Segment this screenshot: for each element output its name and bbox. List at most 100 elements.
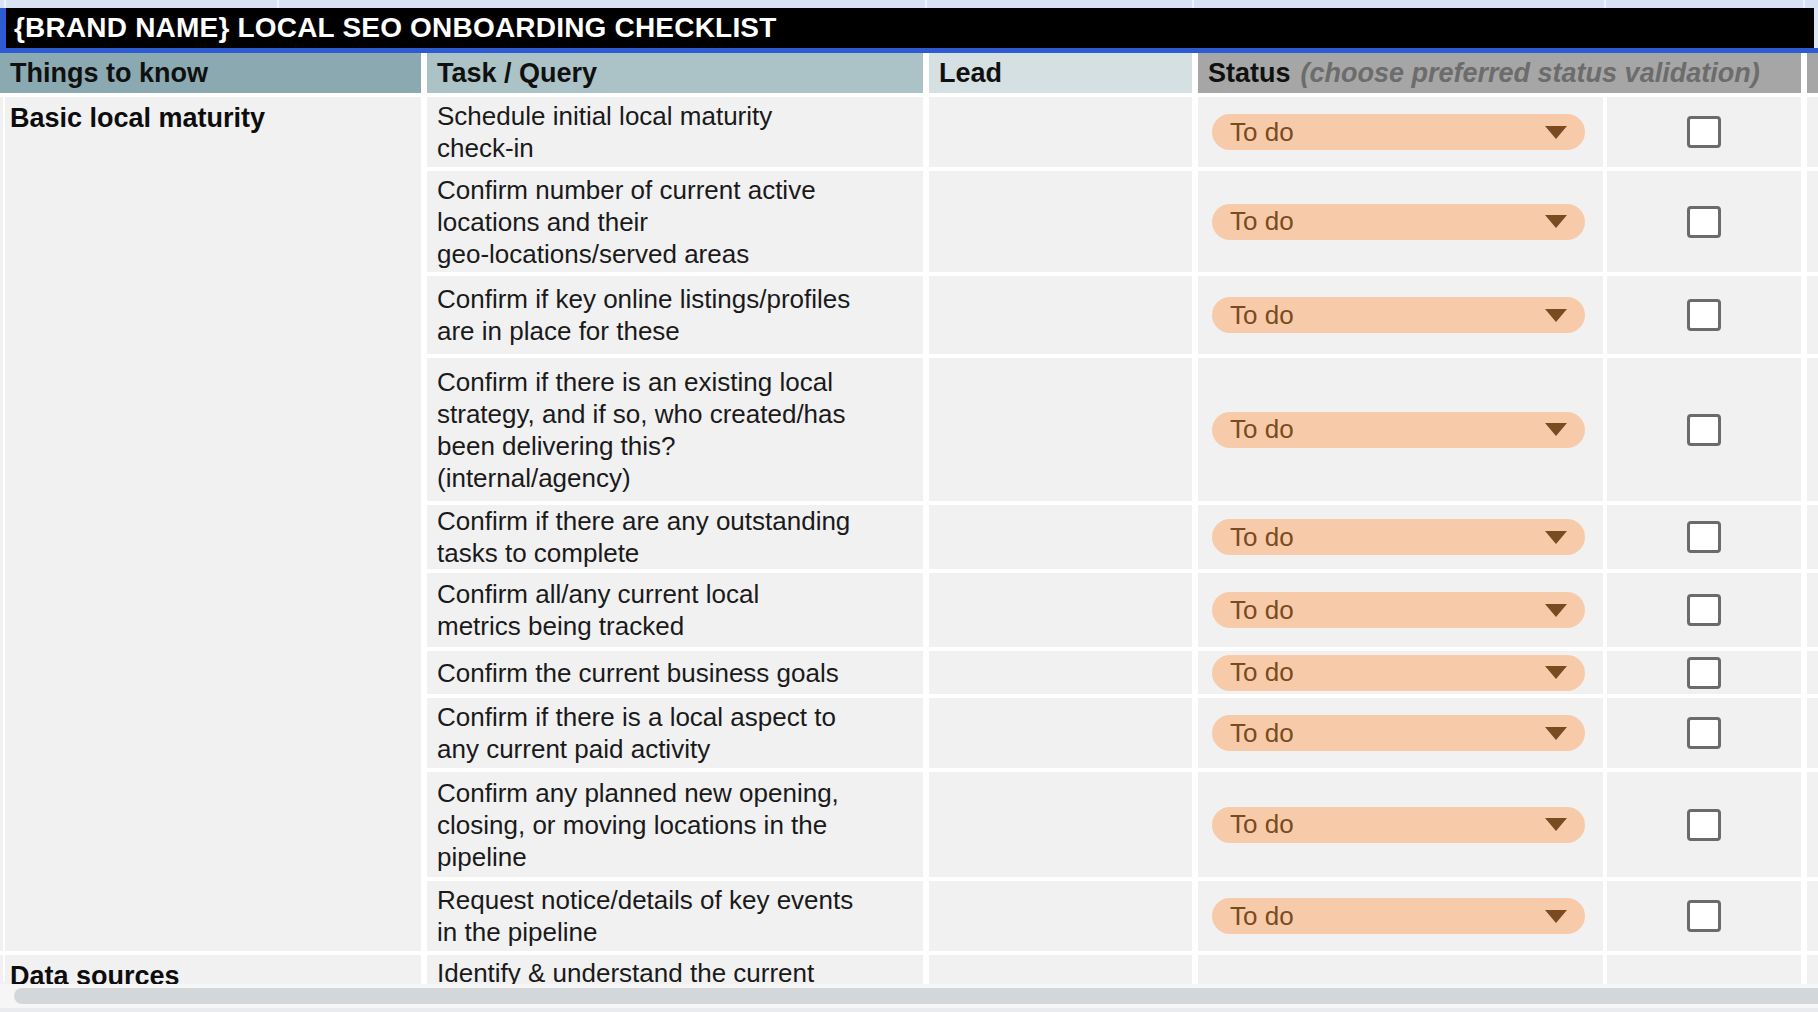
chevron-down-icon	[1545, 309, 1567, 322]
checkbox[interactable]	[1687, 206, 1721, 238]
task-cell[interactable]: Confirm if key online listings/profiles …	[427, 276, 923, 354]
task-cell[interactable]: Confirm if there is an existing local st…	[427, 358, 923, 501]
checkbox[interactable]	[1687, 299, 1721, 331]
lead-cell[interactable]	[929, 772, 1192, 877]
checklist-rows: Schedule initial local maturity check-in…	[427, 97, 1818, 1012]
lead-cell[interactable]	[929, 573, 1192, 647]
status-dropdown-value: To do	[1230, 718, 1537, 749]
edge-cell	[1807, 505, 1818, 569]
task-text: Confirm if key online listings/profiles …	[437, 283, 850, 347]
status-dropdown-value: To do	[1230, 300, 1537, 331]
edge-cell	[1807, 358, 1818, 501]
status-dropdown-value: To do	[1230, 595, 1537, 626]
table-row: Confirm if key online listings/profiles …	[427, 276, 1818, 354]
status-dropdown[interactable]: To do	[1212, 715, 1585, 751]
status-cell: To do	[1198, 358, 1603, 501]
header-label: Things to know	[10, 58, 208, 89]
status-dropdown-value: To do	[1230, 414, 1537, 445]
status-cell: To do	[1198, 276, 1603, 354]
edge-cell	[1807, 881, 1818, 951]
task-cell[interactable]: Confirm all/any current local metrics be…	[427, 573, 923, 647]
task-cell[interactable]: Confirm any planned new opening, closing…	[427, 772, 923, 877]
checkbox[interactable]	[1687, 116, 1721, 148]
task-text: Confirm if there are any outstanding tas…	[437, 505, 850, 569]
lead-cell[interactable]	[929, 881, 1192, 951]
checkbox[interactable]	[1687, 657, 1721, 689]
column-header-edge	[1807, 53, 1818, 93]
lead-cell[interactable]	[929, 276, 1192, 354]
status-cell: To do	[1198, 97, 1603, 167]
checkbox[interactable]	[1687, 900, 1721, 932]
checkbox[interactable]	[1687, 521, 1721, 553]
chevron-down-icon	[1545, 818, 1567, 831]
table-row: Confirm if there are any outstanding tas…	[427, 505, 1818, 569]
header-label: Task / Query	[437, 58, 597, 89]
checkbox-cell	[1607, 772, 1801, 877]
status-dropdown-value: To do	[1230, 206, 1537, 237]
status-dropdown[interactable]: To do	[1212, 204, 1585, 240]
edge-cell	[1807, 276, 1818, 354]
status-dropdown[interactable]: To do	[1212, 898, 1585, 934]
table-row: Request notice/details of key events in …	[427, 881, 1818, 951]
status-cell: To do	[1198, 772, 1603, 877]
horizontal-scrollbar-thumb[interactable]	[14, 988, 1818, 1004]
status-cell: To do	[1198, 505, 1603, 569]
lead-cell[interactable]	[929, 97, 1192, 167]
status-dropdown[interactable]: To do	[1212, 114, 1585, 150]
column-header-lead[interactable]: Lead	[929, 53, 1192, 93]
task-text: Confirm if there is an existing local st…	[437, 366, 846, 494]
sheet-gridline	[3, 97, 5, 982]
task-cell[interactable]: Confirm the current business goals	[427, 651, 923, 694]
table-row: Confirm the current business goals To do	[427, 651, 1818, 694]
task-text: Schedule initial local maturity check-in	[437, 100, 772, 164]
status-dropdown[interactable]: To do	[1212, 412, 1585, 448]
task-cell[interactable]: Confirm number of current active locatio…	[427, 171, 923, 272]
column-header-status[interactable]: Status (choose preferred status validati…	[1198, 53, 1801, 93]
table-row: Schedule initial local maturity check-in…	[427, 97, 1818, 167]
checkbox[interactable]	[1687, 717, 1721, 749]
task-text: Confirm if there is a local aspect to an…	[437, 701, 836, 765]
section-cell-basic-local-maturity[interactable]: Basic local maturity	[0, 97, 421, 951]
task-cell[interactable]: Confirm if there are any outstanding tas…	[427, 505, 923, 569]
lead-cell[interactable]	[929, 505, 1192, 569]
status-dropdown[interactable]: To do	[1212, 592, 1585, 628]
table-row: Confirm if there is an existing local st…	[427, 358, 1818, 501]
status-cell: To do	[1198, 573, 1603, 647]
checkbox-cell	[1607, 573, 1801, 647]
checkbox[interactable]	[1687, 594, 1721, 626]
header-status-note: (choose preferred status validation)	[1301, 58, 1760, 89]
lead-cell[interactable]	[929, 651, 1192, 694]
lead-cell[interactable]	[929, 358, 1192, 501]
chevron-down-icon	[1545, 531, 1567, 544]
task-text: Confirm all/any current local metrics be…	[437, 578, 759, 642]
chevron-down-icon	[1545, 666, 1567, 679]
checkbox-cell	[1607, 651, 1801, 694]
status-dropdown-value: To do	[1230, 809, 1537, 840]
table-row: Confirm if there is a local aspect to an…	[427, 698, 1818, 768]
chevron-down-icon	[1545, 423, 1567, 436]
checkbox[interactable]	[1687, 809, 1721, 841]
checkbox-cell	[1607, 358, 1801, 501]
edge-cell	[1807, 651, 1818, 694]
status-dropdown[interactable]: To do	[1212, 519, 1585, 555]
header-label: Lead	[939, 58, 1002, 89]
chevron-down-icon	[1545, 126, 1567, 139]
status-dropdown[interactable]: To do	[1212, 655, 1585, 691]
chevron-down-icon	[1545, 727, 1567, 740]
task-cell[interactable]: Request notice/details of key events in …	[427, 881, 923, 951]
task-cell[interactable]: Schedule initial local maturity check-in	[427, 97, 923, 167]
checkbox[interactable]	[1687, 414, 1721, 446]
status-dropdown[interactable]: To do	[1212, 807, 1585, 843]
checkbox-cell	[1607, 276, 1801, 354]
task-text: Confirm any planned new opening, closing…	[437, 777, 839, 873]
status-dropdown-value: To do	[1230, 657, 1537, 688]
status-dropdown[interactable]: To do	[1212, 297, 1585, 333]
lead-cell[interactable]	[929, 698, 1192, 768]
chevron-down-icon	[1545, 215, 1567, 228]
column-header-things-to-know[interactable]: Things to know	[0, 53, 421, 93]
task-cell[interactable]: Confirm if there is a local aspect to an…	[427, 698, 923, 768]
lead-cell[interactable]	[929, 171, 1192, 272]
column-header-task-query[interactable]: Task / Query	[427, 53, 923, 93]
edge-cell	[1807, 698, 1818, 768]
checkbox-cell	[1607, 171, 1801, 272]
